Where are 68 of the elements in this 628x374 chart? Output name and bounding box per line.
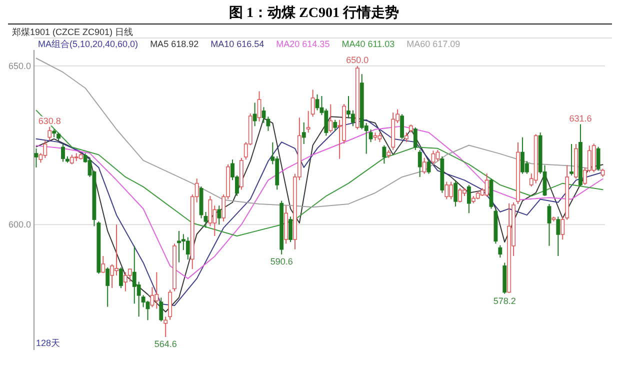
candlestick xyxy=(146,300,150,321)
line-series xyxy=(36,110,604,237)
candlestick xyxy=(378,132,382,143)
candlestick xyxy=(186,236,190,260)
candlestick xyxy=(128,268,132,282)
candlestick xyxy=(48,126,52,141)
candlestick xyxy=(350,110,355,127)
candlestick xyxy=(106,266,110,308)
candlestick xyxy=(382,144,386,164)
candlestick xyxy=(498,244,502,258)
line-series xyxy=(36,126,604,280)
annotation: 564.6 xyxy=(154,338,177,349)
candlestick xyxy=(119,266,123,289)
annotation: 578.2 xyxy=(493,296,516,306)
candlestick xyxy=(61,143,65,162)
candlestick xyxy=(444,181,449,200)
candlestick xyxy=(110,264,114,289)
candlestick xyxy=(426,159,431,174)
candlestick xyxy=(257,90,262,122)
candlestick xyxy=(436,150,440,162)
candlestick xyxy=(302,122,306,144)
annotation: 128天 xyxy=(36,338,60,348)
candlestick xyxy=(154,272,159,310)
candlestick xyxy=(324,108,328,136)
y-tick-label: 600.0 xyxy=(8,220,31,230)
candlestick xyxy=(413,126,418,150)
candlestick xyxy=(262,106,266,124)
candlestick xyxy=(101,256,106,274)
candlestick xyxy=(208,196,212,227)
annotation: 590.6 xyxy=(270,256,293,266)
text: MA20 614.35 xyxy=(276,39,330,49)
candlestick xyxy=(466,184,471,214)
candlestick xyxy=(34,148,38,168)
candlestick xyxy=(570,143,574,176)
text: MA60 617.09 xyxy=(406,39,460,49)
candlestick xyxy=(547,203,552,246)
candlestick xyxy=(306,110,310,134)
candlestick xyxy=(266,116,270,132)
text: MA10 616.54 xyxy=(210,39,264,49)
text: MA组合(5,10,20,40,60,0) xyxy=(38,39,138,49)
candlestick xyxy=(556,216,560,257)
candlestick xyxy=(164,316,168,338)
candlestick xyxy=(400,114,404,140)
candlestick xyxy=(252,102,257,127)
candlestick xyxy=(315,94,320,111)
chart-title: 图 1：动煤 ZC901 行情走势 xyxy=(229,5,399,21)
candlestick xyxy=(204,211,208,228)
candlestick xyxy=(150,286,154,308)
candlestick xyxy=(328,104,333,134)
candlestick xyxy=(159,297,164,322)
candlestick xyxy=(404,132,408,143)
text: MA40 611.03 xyxy=(342,39,395,49)
annotation: 631.6 xyxy=(569,113,592,124)
candlestick xyxy=(333,119,338,132)
candlestick xyxy=(422,157,426,174)
candlestick xyxy=(560,216,565,240)
candlestick xyxy=(217,205,222,226)
candlestick xyxy=(596,146,600,172)
candlestick xyxy=(310,89,315,118)
candlestick xyxy=(454,180,458,208)
text: MA5 618.92 xyxy=(150,39,199,49)
candlestick xyxy=(288,216,292,243)
candlestick xyxy=(368,128,373,143)
annotation: 650.0 xyxy=(346,54,369,65)
chart-subtitle: 郑煤1901 (CZCE ZC901) 日线 xyxy=(12,27,134,37)
candlestick xyxy=(141,294,146,308)
candlestick xyxy=(418,150,422,178)
candlestick xyxy=(431,150,436,165)
